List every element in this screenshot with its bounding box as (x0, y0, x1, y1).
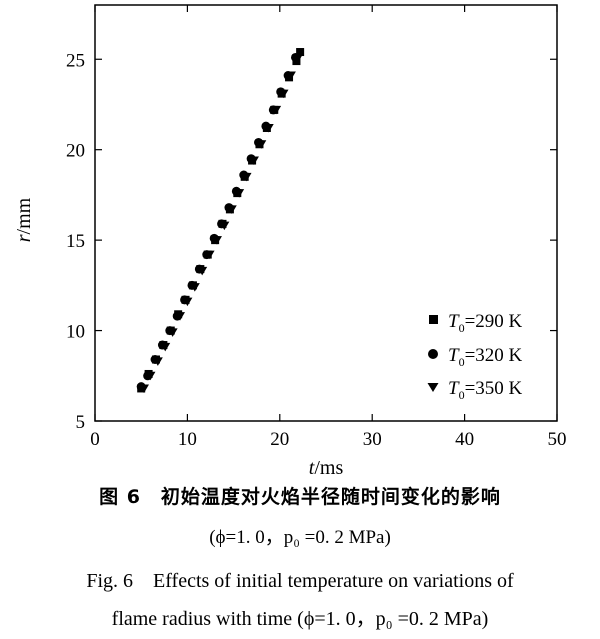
legend: T0=290 K T0=320 K T0=350 K (427, 311, 523, 402)
data-point-series2-7 (189, 283, 200, 292)
data-point-series2-21 (293, 53, 304, 62)
caption-chinese-params: (ϕ=1. 0，p₀ =0. 2 MPa) (209, 527, 391, 548)
caption-english-line-2: flame radius with time (ϕ=1. 0，p₀ =0. 2 … (111, 608, 489, 630)
x-tick-label-0: 0 (90, 429, 100, 450)
data-points (136, 48, 305, 393)
data-point-series2-8 (197, 266, 208, 276)
data-point-series2-16 (256, 140, 267, 149)
data-point-series2-17 (263, 123, 274, 133)
y-tick-label-10: 10 (66, 322, 85, 343)
legend-label-290k: T0=290 K (448, 311, 523, 335)
data-point-series2-12 (226, 205, 237, 214)
legend-label-350k: T0=350 K (448, 378, 523, 402)
x-tick-label-20: 20 (270, 429, 289, 450)
data-point-series2-20 (285, 71, 296, 81)
data-point-series2-2 (152, 357, 163, 366)
data-point-series2-10 (211, 236, 222, 245)
plot-frame (94, 4, 558, 422)
legend-entry-320k: T0=320 K (428, 345, 523, 369)
data-point-series2-6 (182, 297, 193, 307)
y-axis-title: r/mm (13, 197, 35, 242)
legend-marker-circle (428, 349, 438, 359)
y-tick-label-20: 20 (66, 141, 85, 162)
data-point-series2-13 (234, 189, 245, 198)
caption-english-line-1: Fig. 6 Effects of initial temperature on… (86, 570, 514, 592)
flame-radius-chart: 0 10 20 30 40 50 5 10 15 20 25 t/ms r/mm T0=290 K … (13, 4, 567, 479)
x-tick-label-30: 30 (363, 429, 382, 450)
x-tick-label-50: 50 (548, 429, 567, 450)
legend-entry-350k: T0=350 K (427, 378, 523, 402)
y-tick-label-15: 15 (66, 231, 85, 252)
x-tick-label-40: 40 (455, 429, 474, 450)
data-point-series2-4 (167, 328, 178, 337)
data-point-series2-0 (138, 384, 149, 393)
data-point-series2-18 (271, 105, 282, 115)
data-point-series2-3 (160, 342, 171, 352)
legend-marker-square (429, 315, 438, 324)
data-point-series0-22 (296, 48, 305, 57)
legend-marker-triangle (427, 383, 439, 392)
data-point-series2-19 (278, 89, 289, 99)
y-tick-label-5: 5 (76, 412, 86, 433)
data-point-series2-5 (175, 312, 186, 321)
data-point-series2-11 (219, 221, 230, 231)
data-point-series2-15 (248, 156, 259, 166)
caption-chinese-title: 图 6 初始温度对火焰半径随时间变化的影响 (99, 486, 501, 508)
data-point-series2-14 (241, 172, 252, 182)
y-tick-label-25: 25 (66, 50, 85, 71)
x-axis-title: t/ms (309, 457, 344, 479)
axis-ticks: 0 10 20 30 40 50 5 10 15 20 25 (66, 5, 567, 450)
data-point-series2-9 (204, 250, 215, 260)
data-point-series2-1 (145, 371, 156, 381)
legend-label-320k: T0=320 K (448, 345, 523, 369)
x-tick-label-10: 10 (178, 429, 197, 450)
legend-entry-290k: T0=290 K (429, 311, 523, 335)
